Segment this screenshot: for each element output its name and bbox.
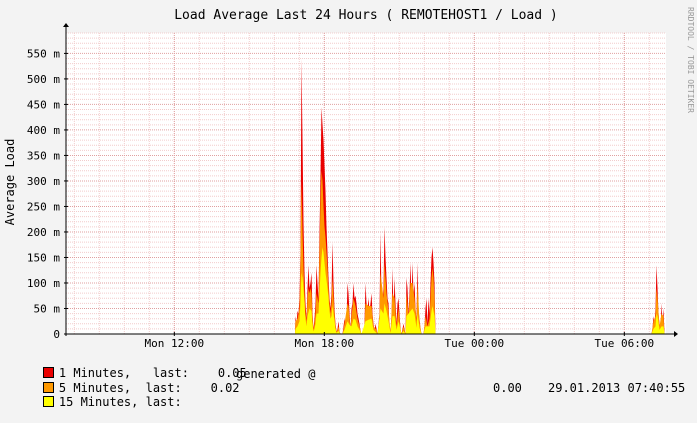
y-axis-label: Average Load [3, 139, 17, 226]
y-tick-label: 150 m [27, 251, 60, 264]
legend-swatch-15min [42, 396, 54, 407]
area-5-minutes [651, 288, 665, 334]
legend-15min-text: 15 Minutes, last: [58, 395, 182, 409]
y-tick-label: 450 m [27, 98, 60, 111]
legend-15min-value: 0.00 [493, 381, 522, 395]
y-tick-label: 0 [53, 328, 60, 341]
legend-row-2: 5 Minutes, last: 0.02 [14, 367, 240, 409]
y-tick-label: 100 m [27, 277, 60, 290]
y-tick-label: 250 m [27, 200, 60, 213]
y-axis-arrow-icon [63, 23, 69, 27]
legend-1min-text: 1 Minutes, last: 0.05 [58, 366, 247, 380]
grid [66, 32, 666, 334]
y-tick-label: 50 m [34, 302, 61, 315]
x-axis-arrow-icon [674, 331, 678, 337]
legend-row-3: 15 Minutes, last: [14, 381, 182, 423]
chart-title: Load Average Last 24 Hours ( REMOTEHOST1… [174, 8, 558, 23]
area-15-minutes [651, 313, 665, 334]
generated-label: generated @ [236, 367, 316, 381]
load-chart: Load Average Last 24 Hours ( REMOTEHOST1… [3, 7, 695, 350]
y-tick-label: 300 m [27, 175, 60, 188]
x-tick-label: Mon 18:00 [295, 337, 355, 350]
generated-timestamp: 29.01.2013 07:40:55 [548, 381, 686, 395]
y-tick-label: 500 m [27, 73, 60, 86]
y-tick-label: 350 m [27, 149, 60, 162]
y-tick-label: 200 m [27, 226, 60, 239]
data-areas [295, 58, 665, 334]
axes [63, 23, 678, 337]
y-tick-labels: 0 50 m 100 m 150 m 200 m 250 m 300 m 350 m 400 m… [27, 47, 60, 341]
x-tick-labels: Mon 12:00 Mon 18:00 Tue 00:00 Tue 06:00 [145, 337, 655, 350]
plot-area [66, 33, 666, 334]
area-15-minutes [295, 247, 436, 334]
legend-5min-text: 5 Minutes, last: 0.02 [58, 381, 240, 395]
x-tick-label: Mon 12:00 [145, 337, 205, 350]
y-tick-label: 550 m [27, 47, 60, 60]
x-tick-label: Tue 00:00 [445, 337, 505, 350]
watermark: RRDTOOL / TOBI OETIKER [686, 7, 695, 113]
legend-swatch-5min [42, 382, 54, 393]
x-tick-label: Tue 06:00 [595, 337, 655, 350]
legend-row-1: 1 Minutes, last: 0.05 [14, 352, 247, 394]
y-tick-label: 400 m [27, 124, 60, 137]
rrd-graph: Load Average Last 24 Hours ( REMOTEHOST1… [3, 7, 695, 409]
legend-swatch-1min [42, 367, 54, 378]
